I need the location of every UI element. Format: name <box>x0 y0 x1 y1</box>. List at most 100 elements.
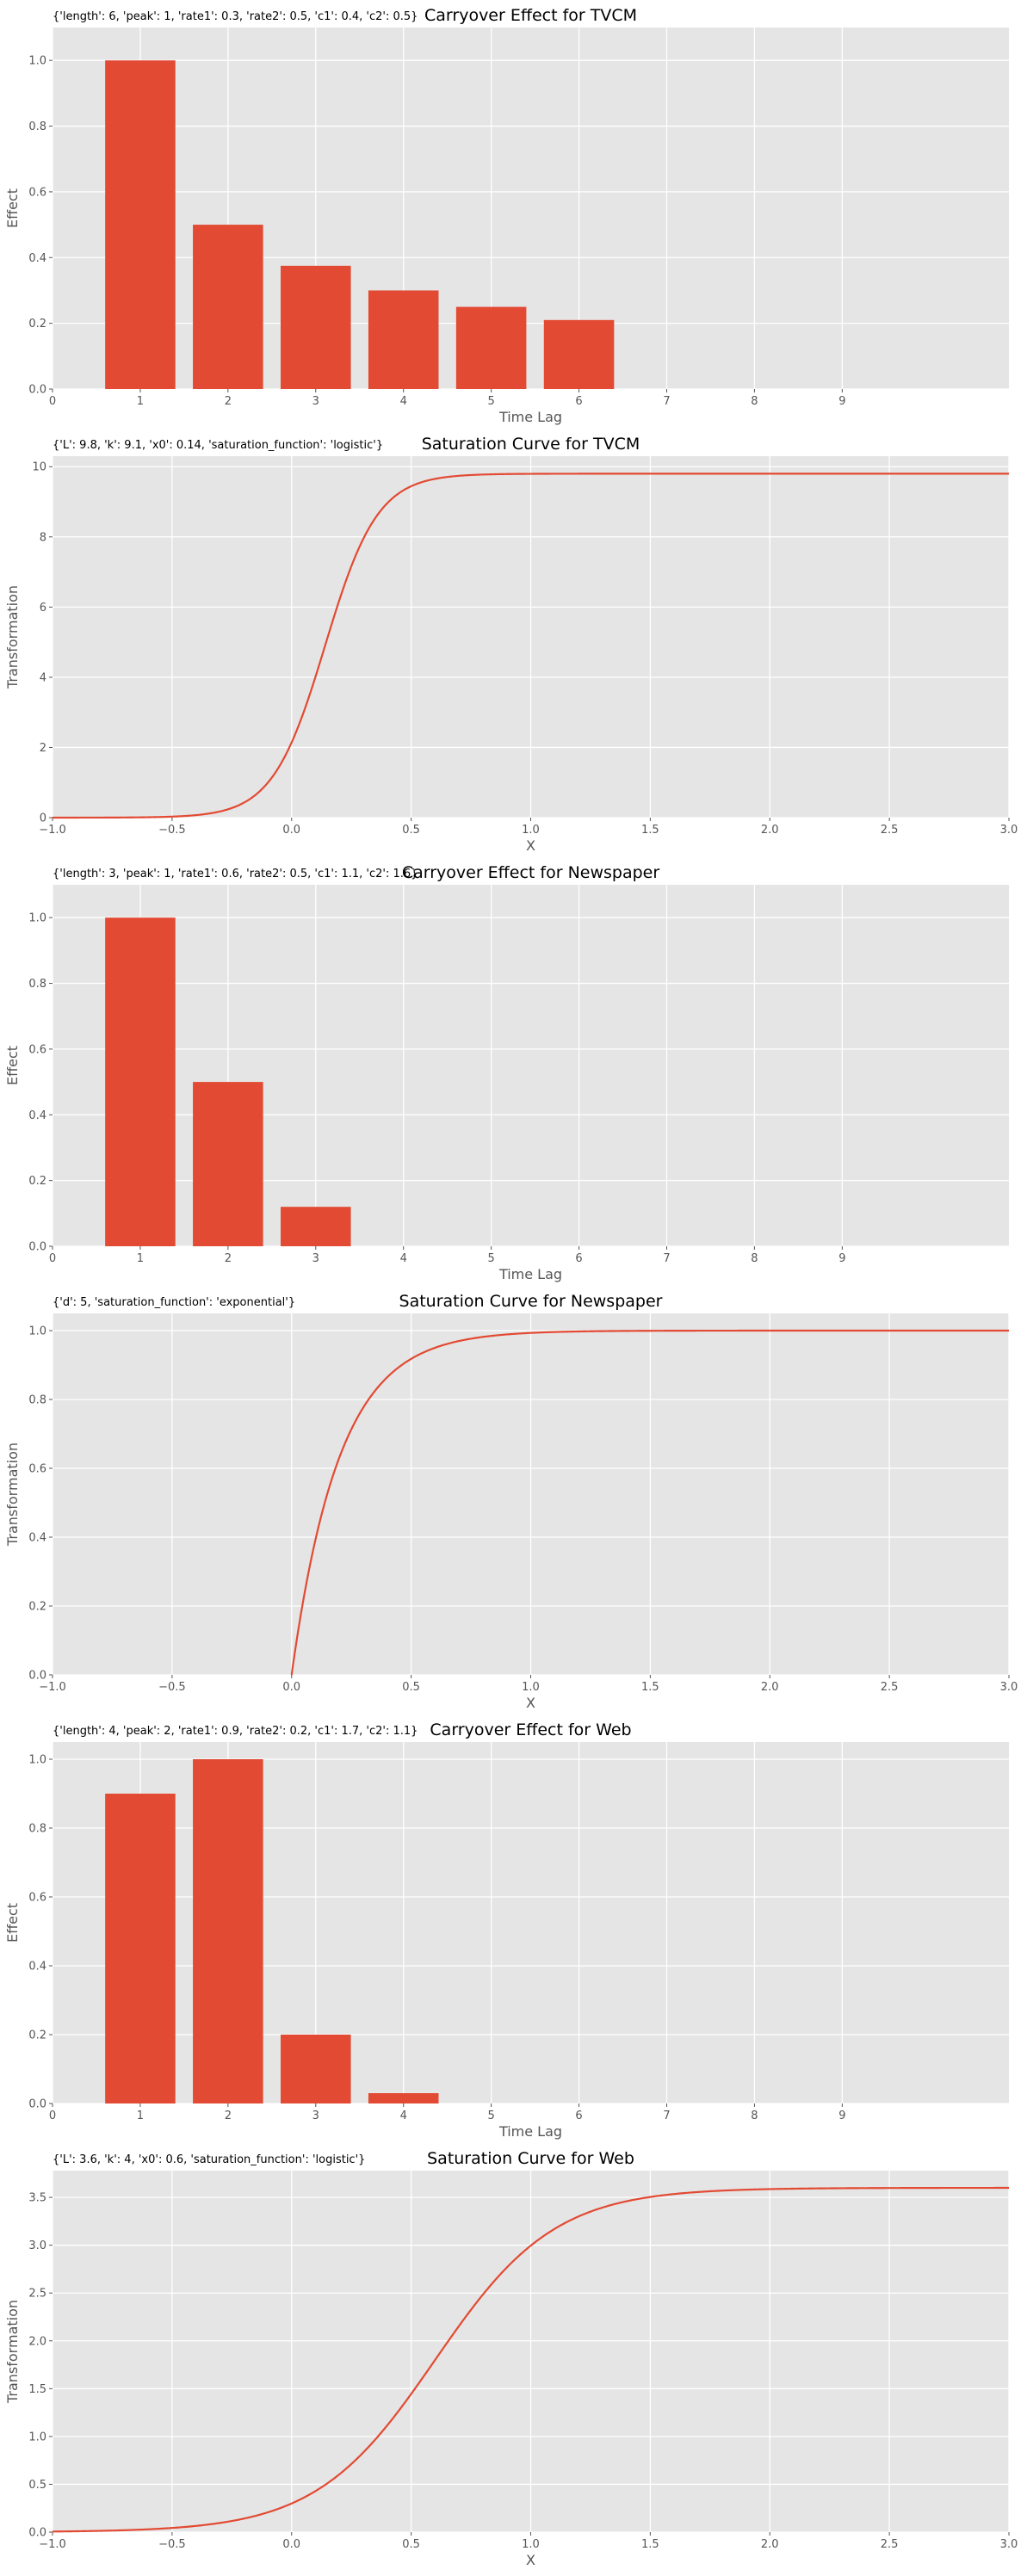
parameter-annotation: {'length': 3, 'peak': 1, 'rate1': 0.6, '… <box>53 868 418 880</box>
parameter-annotation: {'length': 6, 'peak': 1, 'rate1': 0.3, '… <box>53 10 418 23</box>
x-tick-label: 8 <box>751 395 758 408</box>
bar-lag-3 <box>281 2035 351 2103</box>
x-tick-label: 9 <box>838 2110 845 2122</box>
chart-panel-1: 0 1 2 3 4 5 6 7 8 9 0.0 0.2 0.4 0.6 0.8 1.0 Carryover Ef… <box>4 6 1009 425</box>
x-tick-label: 2 <box>225 395 232 408</box>
y-tick-label: 2 <box>40 742 46 755</box>
grid-lines <box>52 1313 1010 1676</box>
parameter-annotation: {'L': 9.8, 'k': 9.1, 'x0': 0.14, 'satura… <box>53 439 383 452</box>
chart-panel-4: −1.0 −0.5 0.0 0.5 1.0 1.5 2.0 2.5 3.0 0.0 0.2 0.4 0.… <box>4 1292 1018 1711</box>
y-tick-label: 0.0 <box>28 1241 46 1254</box>
x-tick-label: 1.0 <box>522 1681 540 1694</box>
x-tick-label: −0.5 <box>158 1681 186 1694</box>
x-axis-label: Time Lag <box>498 2123 562 2140</box>
x-tick-label: 0.5 <box>402 2538 420 2551</box>
chart-title: Carryover Effect for Newspaper <box>402 863 660 882</box>
chart-panel-2: −1.0 −0.5 0.0 0.5 1.0 1.5 2.0 2.5 3.0 0 2 4 6 8 10 Satu… <box>4 435 1018 854</box>
x-tick-label: 2.0 <box>761 2538 779 2551</box>
y-tick-label: 0.4 <box>28 1109 46 1122</box>
x-tick-label: 3.0 <box>1000 824 1018 837</box>
x-tick-label: 1.5 <box>641 824 659 837</box>
y-tick-label: 0.6 <box>28 1892 46 1905</box>
bar-lag-1 <box>105 60 176 389</box>
y-axis-label: Effect <box>4 1046 21 1085</box>
y-tick-label: 3.0 <box>28 2239 46 2252</box>
x-tick-label: 0.0 <box>282 1681 300 1694</box>
y-tick-label: 3.5 <box>28 2192 46 2205</box>
x-tick-label: 7 <box>663 2110 670 2122</box>
x-tick-label: 2 <box>225 2110 232 2122</box>
x-tick-label: 8 <box>751 1252 758 1265</box>
bar-lag-4 <box>368 290 439 389</box>
bar-lag-2 <box>193 1082 263 1246</box>
chart-panel-6: −1.0 −0.5 0.0 0.5 1.0 1.5 2.0 2.5 3.0 0.0 0.5 1.0 1.… <box>4 2149 1018 2568</box>
y-tick-label: 0.0 <box>28 1670 46 1683</box>
x-tick-label: 0 <box>49 395 56 408</box>
x-tick-label: −1.0 <box>39 1681 66 1694</box>
x-tick-label: 1.0 <box>522 2538 540 2551</box>
y-tick-label: 0.8 <box>28 978 46 991</box>
x-tick-label: −0.5 <box>158 2538 186 2551</box>
x-tick-label: 4 <box>400 395 407 408</box>
x-tick-label: 7 <box>663 395 670 408</box>
chart-title: Saturation Curve for TVCM <box>422 435 640 454</box>
x-tick-label: 8 <box>751 2110 758 2122</box>
y-tick-label: 0.6 <box>28 186 46 199</box>
chart-title: Carryover Effect for Web <box>430 1720 631 1739</box>
x-tick-label: 9 <box>838 1252 845 1265</box>
parameter-annotation: {'L': 3.6, 'k': 4, 'x0': 0.6, 'saturatio… <box>53 2153 365 2166</box>
x-tick-label: 1.0 <box>522 824 540 837</box>
y-tick-label: 1.0 <box>28 55 46 68</box>
y-tick-label: 4 <box>40 671 46 684</box>
x-tick-label: 0.5 <box>402 824 420 837</box>
x-tick-label: 3 <box>312 1252 319 1265</box>
x-axis-label: X <box>526 1695 535 1711</box>
grid-lines <box>52 28 1009 390</box>
y-tick-label: 0.4 <box>28 1961 46 1974</box>
y-tick-label: 1.5 <box>28 2383 46 2396</box>
x-tick-label: 2.0 <box>761 824 779 837</box>
x-tick-label: 5 <box>487 2110 494 2122</box>
y-axis-label: Effect <box>4 1903 21 1943</box>
y-tick-label: 1.0 <box>28 1754 46 1767</box>
bar-lag-1 <box>105 917 176 1246</box>
x-tick-label: 9 <box>838 395 845 408</box>
parameter-annotation: {'length': 4, 'peak': 2, 'rate1': 0.9, '… <box>53 1725 418 1738</box>
x-tick-label: 0.5 <box>402 1681 420 1694</box>
x-tick-label: 0.0 <box>282 2538 300 2551</box>
chart-title: Saturation Curve for Newspaper <box>399 1292 663 1311</box>
x-tick-label: 4 <box>400 1252 407 1265</box>
x-tick-label: 2 <box>225 1252 232 1265</box>
y-tick-label: 0.4 <box>28 1532 46 1545</box>
x-tick-label: 4 <box>400 2110 407 2122</box>
x-tick-label: 1 <box>137 2110 144 2122</box>
x-tick-label: −1.0 <box>39 2538 66 2551</box>
chart-panel-5: 0 1 2 3 4 5 6 7 8 9 0.0 0.2 0.4 0.6 0.8 1.0 Carryover Ef… <box>4 1720 1009 2140</box>
y-tick-label: 1.0 <box>28 2431 46 2443</box>
bar-lag-4 <box>368 2093 439 2103</box>
x-tick-label: 0 <box>49 1252 56 1265</box>
chart-title: Carryover Effect for TVCM <box>424 6 637 25</box>
y-tick-label: 1.0 <box>28 1325 46 1338</box>
x-tick-label: 1.5 <box>641 1681 659 1694</box>
y-tick-label: 2.5 <box>28 2288 46 2301</box>
chart-panel-3: 0 1 2 3 4 5 6 7 8 9 0.0 0.2 0.4 0.6 0.8 1.0 Carryover Ef… <box>4 863 1009 1282</box>
y-axis-label: Transformation <box>4 585 21 689</box>
y-tick-label: 0.2 <box>28 2029 46 2042</box>
saturation-curve <box>53 473 1009 819</box>
x-tick-label: 1.5 <box>641 2538 659 2551</box>
bar-lag-5 <box>455 306 527 389</box>
y-axis-label: Effect <box>4 188 21 228</box>
y-tick-label: 10 <box>32 461 46 474</box>
y-tick-label: 0.5 <box>28 2479 46 2492</box>
y-tick-label: 0 <box>40 812 46 825</box>
y-tick-label: 0.6 <box>28 1463 46 1476</box>
bar-lag-1 <box>105 1794 176 2103</box>
y-axis-label: Transformation <box>4 1442 21 1547</box>
bar-lag-3 <box>281 265 351 389</box>
x-tick-label: 1 <box>137 395 144 408</box>
x-tick-label: 2.5 <box>881 824 899 837</box>
x-tick-label: 3.0 <box>1000 1681 1018 1694</box>
bar-lag-2 <box>193 1759 263 2103</box>
